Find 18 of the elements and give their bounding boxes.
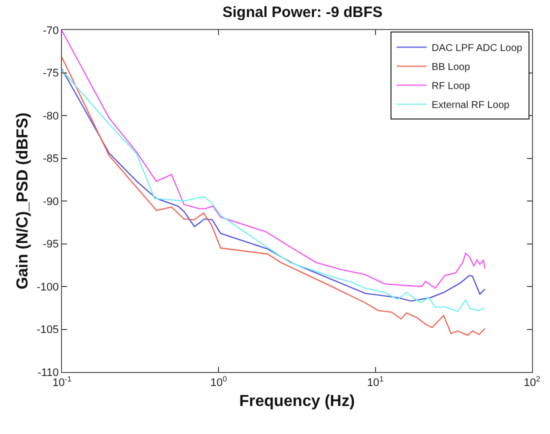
legend-label: BB Loop — [432, 62, 470, 74]
y-tick-label: -100 — [36, 281, 59, 294]
y-tick-label: -75 — [42, 68, 59, 80]
y-axis-title: Gain (N/C)_PSD (dBFS) — [14, 112, 32, 290]
legend-label: External RF Loop — [432, 100, 510, 112]
x-tick-label: 10$^{0}$ — [210, 374, 227, 390]
y-tick-label: -105 — [36, 324, 59, 336]
x-tick-label: 10$^{1}$ — [367, 374, 384, 390]
y-tick-label: -90 — [42, 196, 59, 208]
legend-label: RF Loop — [432, 81, 470, 92]
y-tick-label: -80 — [42, 110, 59, 122]
chart-title: Signal Power: -9 dBFS — [222, 4, 383, 22]
legend-label: DAC LPF ADC Loop — [432, 43, 523, 54]
y-tick-label: -85 — [42, 153, 59, 166]
x-axis-title: Frequency (Hz) — [239, 392, 355, 410]
x-tick-label: 10$^{2}$ — [524, 374, 540, 390]
y-tick-label: -95 — [42, 238, 59, 251]
y-tick-label: -70 — [42, 24, 59, 37]
